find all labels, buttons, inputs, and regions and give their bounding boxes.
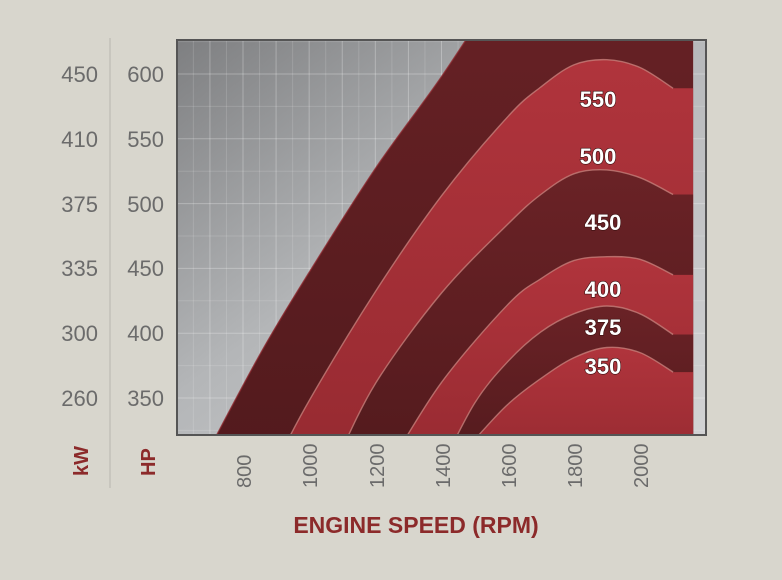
kw-tick: 375 [61,192,98,217]
x-tick: 800 [234,455,256,488]
kw-tick: 260 [61,386,98,411]
hp-axis-label: HP [138,448,160,476]
hp-tick: 400 [127,321,164,346]
x-tick: 1200 [367,444,389,489]
curve-label-550: 550 [580,87,617,112]
hp-tick: 600 [127,62,164,87]
hp-tick: 450 [127,256,164,281]
curve-label-400: 400 [585,277,622,302]
x-tick: 1000 [300,444,322,489]
kw-axis-label: kW [71,446,93,476]
x-axis: 800 1000 1200 1400 1600 1800 2000 ENGINE… [234,444,653,539]
plot-border [176,39,707,436]
power-bands [215,40,694,435]
hp-tick: 550 [127,127,164,152]
hp-tick: 500 [127,192,164,217]
power-curve-500 [289,58,674,435]
power-curve-350 [477,346,674,435]
kw-tick: 450 [61,62,98,87]
kw-axis: 450 410 375 335 300 260 kW [61,62,98,476]
x-axis-title: ENGINE SPEED (RPM) [293,512,538,538]
kw-tick: 410 [61,127,98,152]
curve-label-450: 450 [585,210,622,235]
power-curve-375 [456,305,674,435]
x-tick: 1600 [499,444,521,489]
x-tick: 2000 [631,444,653,489]
power-curve-550 [215,40,467,435]
power-curve-400 [406,255,674,435]
curve-label-350: 350 [585,354,622,379]
x-tick: 1800 [565,444,587,489]
kw-tick: 300 [61,321,98,346]
power-curve-450 [347,168,674,435]
curve-label-500: 500 [580,144,617,169]
curve-labels: 550 500 450 400 375 350 [579,86,622,379]
curve-label-375: 375 [585,315,622,340]
hp-axis: 600 550 500 450 400 350 HP [127,62,164,476]
x-tick: 1400 [433,444,455,489]
hp-tick: 350 [127,386,164,411]
kw-tick: 335 [61,256,98,281]
power-band-350 [478,347,694,435]
